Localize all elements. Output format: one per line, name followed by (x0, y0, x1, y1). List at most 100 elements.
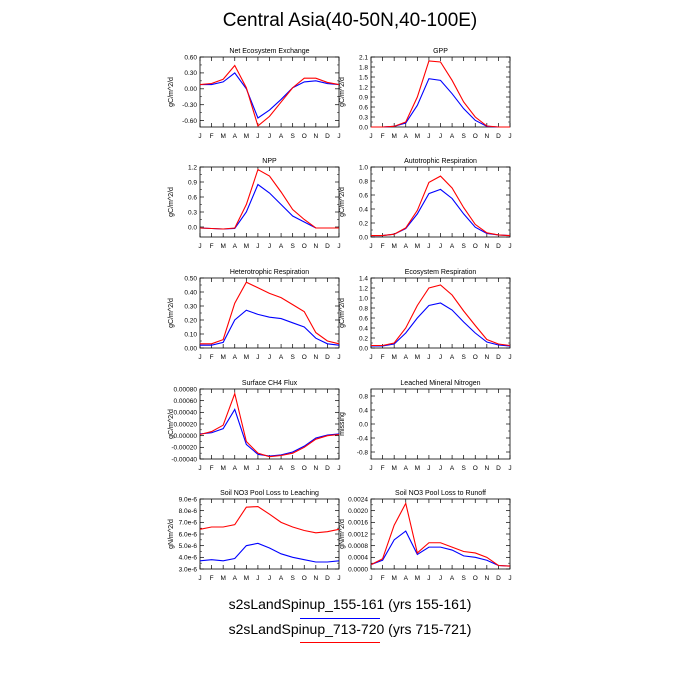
series-line-0 (371, 302, 511, 347)
y-tick-label: 0.8 (359, 305, 368, 312)
y-tick-label: 0.0008 (348, 543, 368, 550)
x-tick-label: J (427, 133, 430, 140)
y-tick-label: -0.00020 (171, 445, 197, 452)
panel-5: Ecosystem Respiration gC/m^2/d 1.4 1.2 1.0 0.… (339, 269, 512, 361)
x-tick-label: O (473, 133, 478, 140)
x-tick-label: J (337, 354, 340, 361)
panel-title: NPP (262, 158, 277, 165)
x-tick-label: J (198, 354, 201, 361)
x-tick-label: J (439, 133, 442, 140)
x-tick-label: F (381, 354, 385, 361)
x-tick-label: M (391, 243, 396, 250)
x-tick-label: F (210, 465, 214, 472)
x-tick-label: A (404, 243, 409, 250)
x-tick-label: M (391, 575, 396, 582)
x-tick-label: M (220, 575, 225, 582)
x-tick-label: M (244, 133, 249, 140)
x-tick-label: S (290, 465, 295, 472)
x-tick-label: J (508, 243, 511, 250)
x-tick-label: J (337, 465, 340, 472)
x-tick-label: S (461, 133, 466, 140)
x-tick-label: O (473, 354, 478, 361)
y-tick-label: 0.0020 (348, 508, 368, 515)
x-tick-label: D (325, 465, 330, 472)
x-tick-label: J (427, 243, 430, 250)
y-tick-label: 0.00 (184, 86, 197, 93)
x-tick-label: J (337, 133, 340, 140)
y-tick-label: 2.1 (359, 54, 368, 61)
x-tick-label: M (391, 354, 396, 361)
y-tick-label: 0.8 (359, 393, 368, 400)
y-tick-label: 3.0e-6 (179, 566, 198, 573)
x-tick-label: J (439, 465, 442, 472)
panel-title: Autotrophic Respiration (404, 158, 477, 165)
y-tick-label: 0.50 (184, 275, 197, 282)
series-line-0 (200, 72, 340, 119)
x-tick-label: M (391, 465, 396, 472)
x-tick-label: J (369, 575, 372, 582)
series-line-1 (370, 501, 511, 567)
panel-9: Soil NO3 Pool Loss to RunoffgN/m^2/d0.00… (339, 490, 512, 582)
y-tick-label: 0.6 (359, 104, 368, 111)
x-tick-label: J (508, 133, 511, 140)
y-tick-label: 0.0 (359, 124, 368, 131)
y-tick-label: -0.60 (182, 118, 197, 125)
y-axis-label: gC/m^2/d (339, 77, 346, 107)
x-tick-label: A (279, 575, 284, 582)
y-tick-label: -0.4 (357, 435, 369, 442)
y-tick-label: 1.2 (359, 84, 368, 91)
y-tick-label: 0.00060 (174, 398, 198, 405)
y-axis-label: gN/m^2/d (339, 519, 346, 549)
y-tick-label: 0.3 (359, 114, 368, 121)
y-axis-label: gC/m^2/d (339, 187, 346, 217)
plot-frame (370, 166, 511, 238)
panel-title: Net Ecosystem Exchange (229, 48, 309, 55)
y-tick-label: 5.0e-6 (179, 543, 198, 550)
series-line-0 (371, 188, 511, 237)
plot-frame (199, 388, 340, 460)
y-tick-label: 0.2 (359, 220, 368, 227)
x-tick-label: J (427, 575, 430, 582)
y-tick-label: 0.40 (184, 289, 197, 296)
x-tick-label: J (439, 243, 442, 250)
y-tick-label: -0.00040 (171, 456, 197, 463)
x-tick-label: J (256, 243, 259, 250)
x-tick-label: F (210, 133, 214, 140)
x-tick-label: F (381, 133, 385, 140)
x-tick-label: A (279, 465, 284, 472)
x-tick-label: M (220, 243, 225, 250)
series-line-0 (199, 542, 340, 563)
y-tick-label: 1.2 (359, 285, 368, 292)
panel-title: Surface CH4 Flux (242, 380, 298, 387)
x-tick-label: O (302, 133, 307, 140)
x-tick-label: D (325, 354, 330, 361)
x-tick-label: D (496, 465, 501, 472)
x-tick-label: D (325, 575, 330, 582)
y-tick-label: 0.4 (359, 325, 368, 332)
series-line-1 (199, 506, 340, 534)
x-tick-label: A (279, 243, 284, 250)
panel-title: Leached Mineral Nitrogen (400, 380, 480, 387)
x-tick-label: A (233, 354, 238, 361)
x-tick-label: M (391, 133, 396, 140)
x-tick-label: M (244, 575, 249, 582)
x-tick-label: S (461, 243, 466, 250)
panel-0: Net Ecosystem Exchange gC/m^2/d 0.60 0.30 0.… (168, 48, 341, 140)
x-tick-label: J (268, 575, 271, 582)
x-tick-label: N (313, 465, 318, 472)
plot-frame (370, 56, 511, 128)
x-tick-label: J (369, 354, 372, 361)
y-axis-label: gC/m^2/d (168, 187, 175, 217)
x-tick-label: D (496, 575, 501, 582)
x-tick-label: M (244, 465, 249, 472)
x-tick-label: M (415, 354, 420, 361)
y-tick-label: 0.00 (184, 345, 197, 352)
series-line-0 (371, 78, 510, 128)
x-tick-label: A (450, 465, 455, 472)
x-tick-label: M (220, 133, 225, 140)
x-tick-label: J (337, 575, 340, 582)
plot-frame (199, 166, 340, 238)
x-tick-label: A (404, 354, 409, 361)
